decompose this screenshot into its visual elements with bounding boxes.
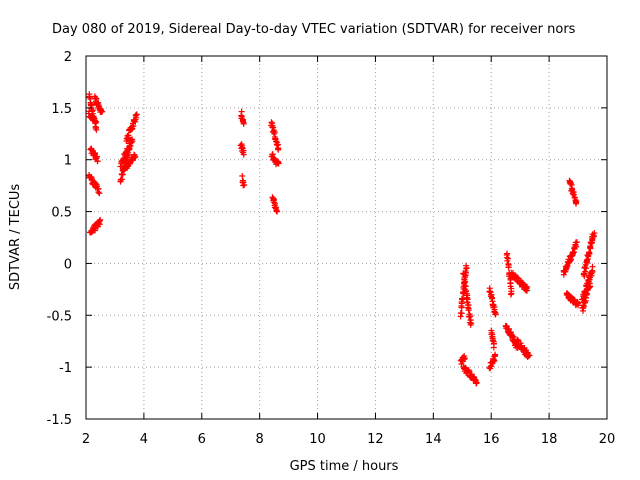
data-point	[93, 126, 100, 133]
data-point	[458, 310, 465, 317]
data-point	[88, 102, 95, 109]
data-point	[125, 151, 132, 158]
data-point	[473, 379, 480, 386]
data-point	[591, 230, 598, 237]
data-point	[240, 151, 247, 158]
plot-frame	[85, 55, 608, 420]
data-point	[488, 329, 495, 336]
data-point	[92, 118, 99, 125]
x-tick-label: 18	[541, 432, 558, 447]
x-tick-label: 2	[82, 432, 90, 447]
data-point	[589, 263, 596, 270]
data-point	[575, 302, 582, 309]
chart-title: Day 080 of 2019, Sidereal Day-to-day VTE…	[52, 22, 576, 37]
data-point	[461, 355, 468, 362]
data-point	[491, 306, 498, 313]
data-point	[129, 138, 136, 145]
x-tick-label: 4	[140, 432, 148, 447]
data-point	[461, 278, 468, 285]
data-point	[271, 199, 278, 206]
data-point	[526, 352, 533, 359]
data-point	[490, 344, 497, 351]
data-point	[460, 270, 467, 277]
data-point	[466, 313, 473, 320]
data-point	[587, 245, 594, 252]
data-point	[508, 290, 515, 297]
x-tick-label: 16	[483, 432, 500, 447]
data-point	[88, 173, 95, 180]
data-point	[463, 295, 470, 302]
x-tick-label: 6	[198, 432, 206, 447]
data-point	[133, 111, 140, 118]
y-tick-label: 0	[64, 257, 72, 272]
data-point	[524, 287, 531, 294]
data-point	[573, 239, 580, 246]
x-axis-label: GPS time / hours	[290, 459, 399, 474]
data-point	[275, 160, 282, 167]
data-point	[240, 120, 247, 127]
data-point	[465, 307, 472, 314]
x-tick-label: 8	[256, 432, 264, 447]
y-tick-label: -1.5	[47, 413, 72, 428]
data-point	[94, 158, 101, 165]
gridlines	[86, 56, 607, 419]
data-point	[486, 288, 493, 295]
data-point	[241, 181, 248, 188]
data-point	[125, 132, 132, 139]
y-tick-label: 1	[64, 154, 72, 169]
data-point	[492, 351, 499, 358]
data-point	[505, 264, 512, 271]
y-tick-label: 2	[64, 50, 72, 65]
data-point	[86, 108, 93, 115]
data-point	[489, 337, 496, 344]
data-point	[589, 269, 596, 276]
data-point	[97, 216, 104, 223]
data-point	[95, 189, 102, 196]
data-point	[467, 321, 474, 328]
y-tick-label: 0.5	[51, 206, 72, 221]
data-point	[99, 108, 106, 115]
y-tick-label: -0.5	[47, 309, 72, 324]
data-point	[583, 290, 590, 297]
data-point	[269, 151, 276, 158]
data-point	[587, 283, 594, 290]
y-tick-label: 1.5	[51, 102, 72, 117]
axis-ticks: 2 4 6 8 10 12 14 16 18 20 -1.5 -1 -0.5 0 0.5 1 1.5 2	[47, 50, 616, 447]
data-point	[271, 130, 278, 137]
data-point	[239, 172, 246, 179]
data-point	[571, 194, 578, 201]
x-tick-label: 10	[309, 432, 326, 447]
data-point	[463, 262, 470, 269]
data-point	[88, 175, 95, 182]
data-point	[131, 152, 138, 159]
data-point	[573, 198, 580, 205]
x-tick-label: 20	[599, 432, 616, 447]
data-point	[275, 146, 282, 153]
data-point	[583, 265, 590, 272]
data-point	[514, 274, 521, 281]
data-point	[586, 249, 593, 256]
data-point	[463, 287, 470, 294]
data-point	[492, 310, 499, 317]
y-tick-label: -1	[59, 361, 72, 376]
data-point	[126, 146, 133, 153]
data-point	[505, 255, 512, 262]
y-axis-label: SDTVAR / TECUs	[8, 184, 23, 291]
x-tick-label: 12	[367, 432, 384, 447]
x-tick-label: 14	[425, 432, 442, 447]
data-point	[96, 190, 103, 197]
data-points	[85, 91, 598, 387]
data-point	[274, 208, 281, 215]
